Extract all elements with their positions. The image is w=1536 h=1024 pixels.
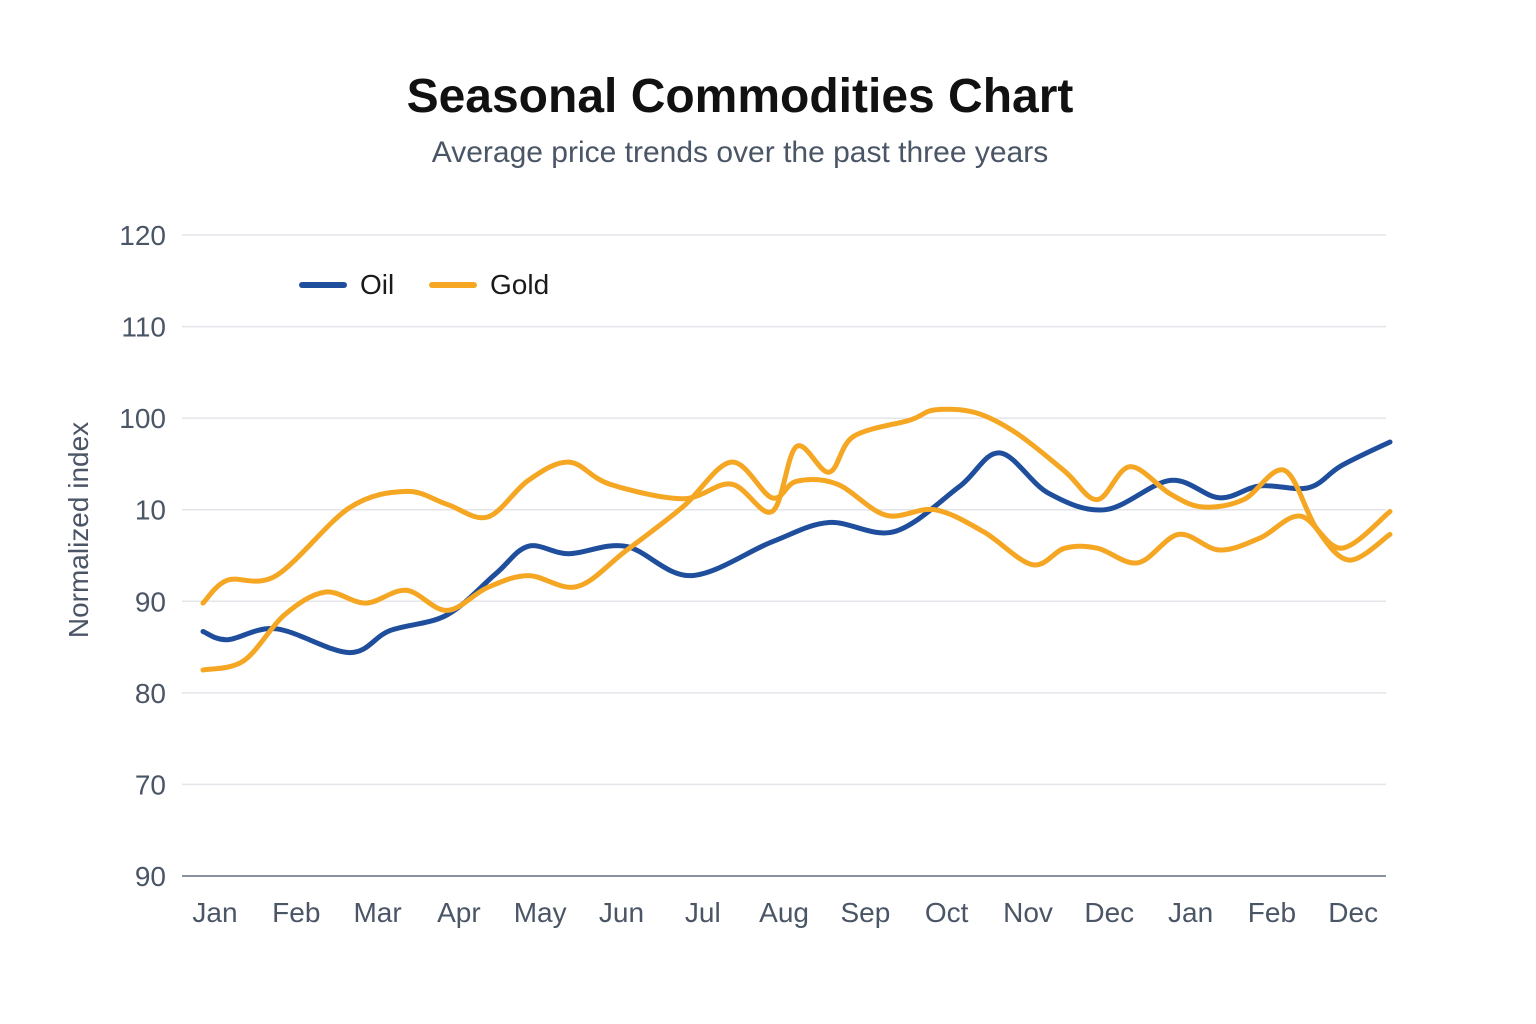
grid-lines [182,234,1386,877]
y-tick-label: 110 [121,312,166,343]
y-axis-label: Normalized index [63,422,94,638]
x-tick-label: Apr [437,897,481,928]
series-lines [200,406,1393,673]
x-tick-label: Feb [1248,897,1296,928]
x-tick-label: Jan [192,897,237,928]
legend[interactable]: Oil Gold [299,269,549,300]
y-axis-ticks: 90 70 80 90 10 100 110 120 [119,220,166,892]
y-tick-label: 10 [135,495,166,526]
x-tick-label: Oct [925,897,969,928]
y-tick-label: 120 [119,220,166,251]
x-tick-label: Dec [1328,897,1378,928]
x-tick-label: Mar [353,897,401,928]
y-tick-label: 70 [135,769,166,800]
legend-item-oil[interactable]: Oil [299,269,394,300]
x-tick-label: Nov [1003,897,1053,928]
x-tick-label: May [514,897,567,928]
y-tick-label: 80 [135,678,166,709]
x-tick-label: Jul [685,897,721,928]
y-tick-label: 90 [135,586,166,617]
legend-item-gold[interactable]: Gold [429,269,549,300]
chart-title: Seasonal Commodities Chart [407,70,1074,123]
y-tick-label: 90 [135,861,166,892]
x-tick-label: Jun [599,897,644,928]
series-line-oil-0 [200,439,1393,656]
x-tick-label: Feb [272,897,320,928]
x-tick-label: Sep [840,897,890,928]
x-tick-label: Dec [1084,897,1134,928]
legend-label-oil: Oil [360,269,394,300]
x-tick-label: Aug [759,897,809,928]
x-axis-ticks: Jan Feb Mar Apr May Jun Jul Aug Sep Oct Nov Dec Jan F… [192,897,1378,928]
y-tick-label: 100 [119,403,166,434]
legend-label-gold: Gold [490,269,549,300]
series-line-gold-2 [200,459,1393,673]
series-line-gold-1 [200,406,1393,606]
x-tick-label: Jan [1168,897,1213,928]
chart-subtitle: Average price trends over the past three… [432,136,1048,169]
